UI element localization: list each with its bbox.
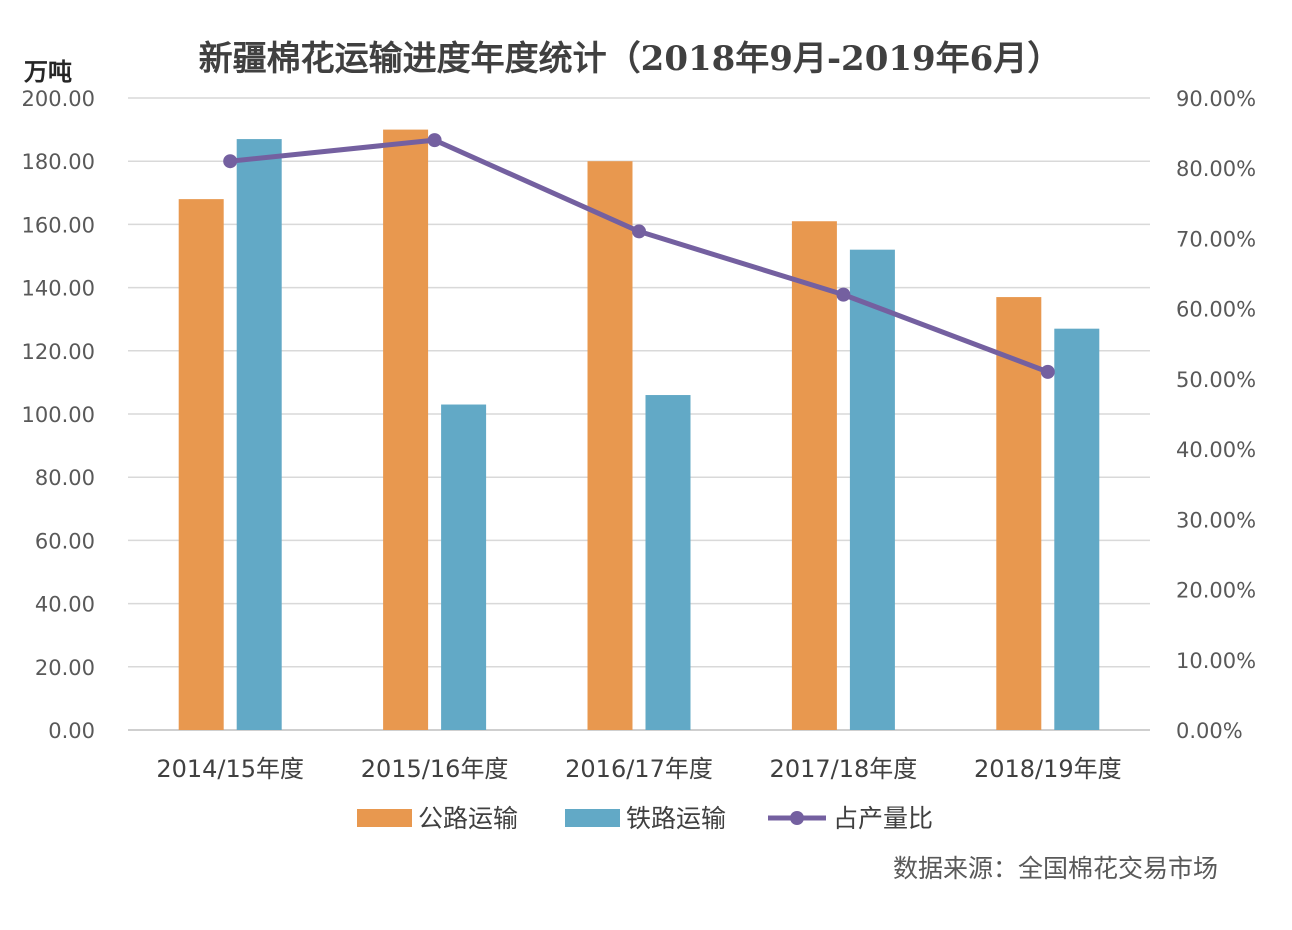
legend-label: 铁路运输 [626,804,726,833]
y-tick-label: 140.00 [22,277,95,301]
ratio-line [223,133,1055,379]
bar-railway [849,249,895,730]
y-tick-label: 120.00 [22,340,95,364]
ratio-point [1040,364,1055,379]
legend-swatch [565,809,620,827]
y-tick-label: 0.00 [48,719,95,743]
y-tick-label: 100.00 [22,403,95,427]
bar-railway [441,404,487,730]
ratio-line-path [227,137,1051,375]
y-tick-label: 60.00 [35,529,95,553]
y-tick-label: 20.00 [35,656,95,680]
bar-highway [791,221,837,731]
y-tick-label: 40.00 [35,593,95,617]
y2-tick-label: 60.00% [1176,298,1256,322]
bar-railway [236,139,282,730]
legend-marker [790,811,804,825]
bar-highway [383,129,429,731]
y2-tick-label: 80.00% [1176,157,1256,181]
y2-tick-label: 40.00% [1176,438,1256,462]
ratio-point [223,154,238,169]
ratio-point [427,133,442,148]
legend-label: 公路运输 [418,804,518,833]
bars [178,129,1100,731]
x-category-label: 2016/17年度 [565,755,713,783]
x-category-label: 2017/18年度 [770,755,918,783]
y2-tick-label: 10.00% [1176,649,1256,673]
y2-axis-ticks: 0.00% 10.00% 20.00% 30.00% 40.00% 50.00% 60.00… [1176,87,1256,743]
x-category-label: 2018/19年度 [974,755,1122,783]
y-axis-ticks: 0.00 20.00 40.00 60.00 80.00 100.00 120.00 140.… [22,87,95,743]
y-tick-label: 200.00 [22,87,95,111]
legend-label: 占产量比 [833,804,933,833]
legend-swatch [357,809,412,827]
y2-tick-label: 50.00% [1176,368,1256,392]
y-tick-label: 180.00 [22,150,95,174]
y2-tick-label: 20.00% [1176,579,1256,603]
y2-tick-label: 30.00% [1176,508,1256,532]
bar-highway [178,199,224,730]
legend: 公路运输 铁路运输 占产量比 [357,804,933,833]
bar-highway [587,161,633,730]
bar-railway [645,395,691,730]
y2-tick-label: 0.00% [1176,719,1243,743]
gridlines [128,97,1150,731]
ratio-point [836,287,851,302]
ratio-point [632,224,646,239]
bar-railway [1054,328,1100,730]
source-note: 数据来源：全国棉花交易市场 [893,854,1218,883]
y-tick-label: 160.00 [22,213,95,237]
y2-tick-label: 70.00% [1176,227,1256,251]
x-category-label: 2014/15年度 [156,755,304,783]
x-axis-categories: 2014/15年度 2015/16年度 2016/17年度 2017/18年度 2018… [156,755,1121,783]
y2-tick-label: 90.00% [1176,87,1256,111]
chart-title: 新疆棉花运输进度年度统计（2018年9月-2019年6月） [199,39,1062,79]
y-tick-label: 80.00 [35,466,95,490]
y-axis-unit-label: 万吨 [24,58,72,86]
x-category-label: 2015/16年度 [361,755,509,783]
